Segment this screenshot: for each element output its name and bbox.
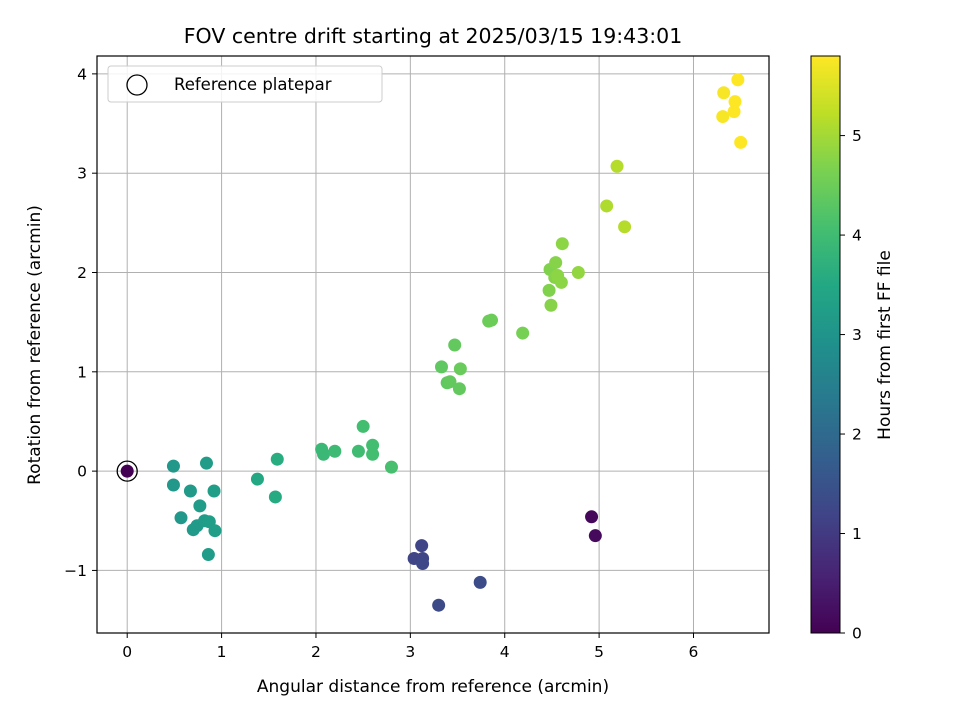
colorbar-fill — [811, 56, 840, 633]
data-point — [415, 539, 429, 553]
colorbar-tick-label: 5 — [852, 127, 862, 145]
data-point — [734, 135, 748, 149]
data-point — [453, 362, 467, 376]
data-point — [610, 159, 624, 173]
data-point — [356, 419, 370, 433]
data-point — [588, 529, 602, 543]
data-point — [717, 86, 731, 100]
data-point — [174, 511, 188, 525]
x-tick-label: 2 — [311, 643, 321, 661]
data-point — [432, 598, 446, 612]
colorbar-tick-label: 0 — [852, 625, 862, 643]
colorbar-tick-label: 3 — [852, 326, 862, 344]
data-point — [328, 444, 342, 458]
data-point — [585, 510, 599, 524]
x-tick-label: 3 — [405, 643, 415, 661]
data-point — [434, 360, 448, 374]
data-point — [250, 472, 264, 486]
data-point — [443, 375, 457, 389]
data-point — [183, 484, 197, 498]
x-tick-label: 4 — [500, 643, 510, 661]
plot-frame — [96, 55, 770, 634]
data-point — [555, 237, 569, 251]
data-point — [166, 459, 180, 473]
x-tick-label: 1 — [217, 643, 227, 661]
y-tick-label: 1 — [77, 363, 87, 381]
data-point — [193, 499, 207, 513]
colorbar-tick-label: 1 — [852, 525, 862, 543]
grid-lines — [97, 56, 769, 633]
data-point — [384, 460, 398, 474]
data-point — [542, 283, 556, 297]
data-point — [571, 265, 585, 279]
data-point — [208, 524, 222, 538]
data-point — [485, 313, 499, 327]
data-point — [549, 256, 563, 270]
legend-open-circle-icon — [126, 74, 148, 96]
data-point — [452, 382, 466, 396]
colorbar-ticks: 0 1 2 3 4 5 — [840, 127, 862, 643]
y-tick-label: 2 — [77, 264, 87, 282]
data-point — [554, 275, 568, 289]
legend-box — [107, 65, 383, 103]
colorbar-title: Hours from first FF file — [875, 250, 895, 440]
x-axis-ticks: 0 1 2 3 4 5 6 — [122, 633, 698, 661]
colorbar: 0 1 2 3 4 5 Hours from first FF file — [810, 55, 895, 643]
data-point — [416, 556, 430, 570]
data-point — [201, 548, 215, 562]
reference-platepar-marker — [116, 460, 138, 482]
data-point — [716, 110, 730, 124]
y-tick-label: 3 — [77, 165, 87, 183]
data-point — [473, 575, 487, 589]
data-point — [166, 478, 180, 492]
data-point — [516, 326, 530, 340]
chart-title: FOV centre drift starting at 2025/03/15 … — [184, 24, 683, 48]
legend: Reference platepar — [107, 65, 383, 103]
colorbar-tick-label: 4 — [852, 227, 862, 245]
data-point — [731, 73, 745, 87]
y-tick-label: 0 — [77, 463, 87, 481]
data-point — [207, 484, 221, 498]
data-point — [600, 199, 614, 213]
data-point — [351, 444, 365, 458]
colorbar-frame — [810, 55, 841, 634]
data-point — [270, 452, 284, 466]
x-tick-label: 5 — [594, 643, 604, 661]
legend-label: Reference platepar — [174, 75, 332, 94]
y-tick-label: −1 — [64, 562, 87, 580]
x-tick-label: 0 — [122, 643, 132, 661]
data-point — [618, 220, 632, 234]
data-point — [544, 298, 558, 312]
data-point — [268, 490, 282, 504]
x-tick-label: 6 — [689, 643, 699, 661]
data-point — [120, 464, 134, 478]
data-point — [728, 95, 742, 109]
data-point — [366, 447, 380, 461]
y-tick-label: 4 — [77, 65, 87, 83]
data-point — [199, 456, 213, 470]
y-axis-title: Rotation from reference (arcmin) — [25, 205, 45, 485]
data-point — [366, 438, 380, 452]
x-axis-title: Angular distance from reference (arcmin) — [257, 677, 609, 697]
data-point — [317, 447, 331, 461]
data-points — [116, 73, 748, 612]
data-point — [448, 338, 462, 352]
colorbar-tick-label: 2 — [852, 426, 862, 444]
y-axis-ticks: −1 0 1 2 3 4 — [64, 65, 97, 580]
data-point — [727, 105, 741, 119]
